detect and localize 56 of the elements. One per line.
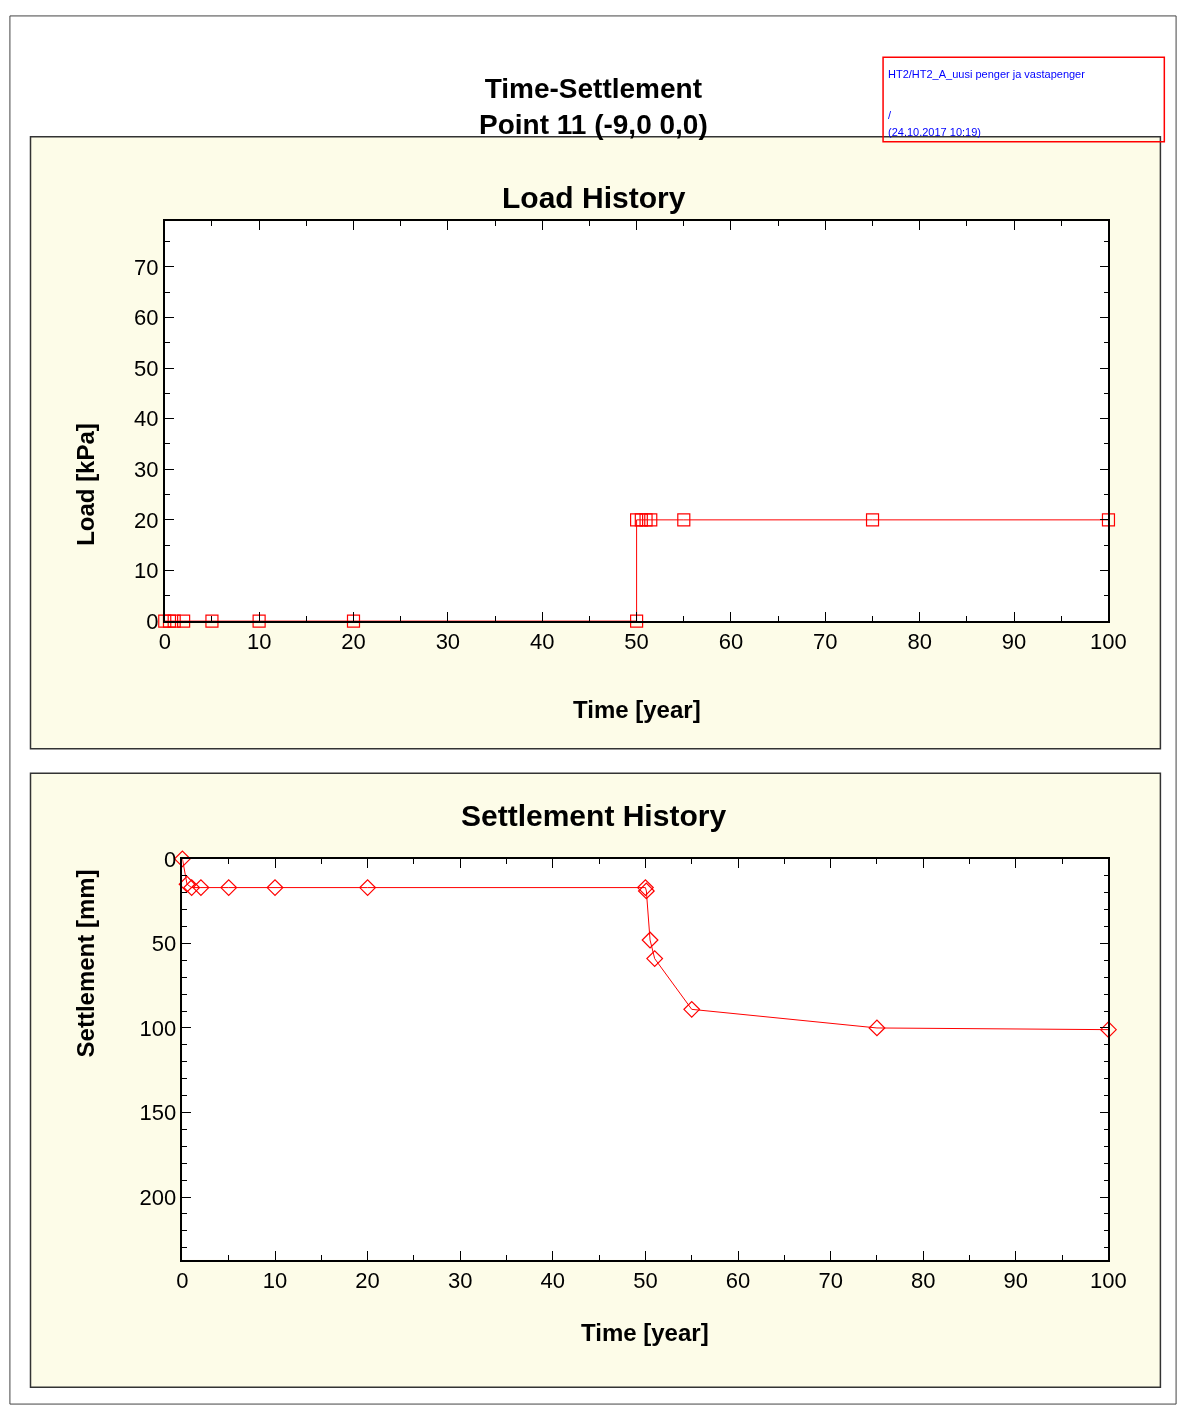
- x-tick-label: 50: [633, 1267, 658, 1293]
- x-tick-label: 20: [341, 629, 366, 655]
- y-tick-label: 50: [134, 355, 159, 381]
- x-tick-label: 90: [1003, 1267, 1029, 1293]
- point: [192, 879, 210, 896]
- x-tick-label: 10: [246, 629, 272, 655]
- point: [683, 1000, 701, 1018]
- x-tick-label: 100: [1090, 1267, 1127, 1293]
- point: [1100, 1021, 1117, 1039]
- y-axis-title: Settlement [mm]: [71, 869, 99, 1058]
- y-tick-label: 50: [151, 931, 177, 957]
- x-tick-label: 90: [1001, 629, 1027, 655]
- x-tick-label: 60: [725, 1267, 751, 1293]
- point: [646, 950, 664, 968]
- y-tick-label: 0: [146, 608, 159, 634]
- x-tick-label: 30: [435, 629, 461, 655]
- text: (24.10.2017 10:19): [888, 126, 981, 138]
- text: HT2/HT2_A_uusi penger ja vastapenger: [888, 68, 1086, 80]
- point: [637, 882, 655, 900]
- y-tick-label: 100: [139, 1015, 177, 1041]
- y-tick-label: 30: [134, 456, 159, 482]
- x-tick-label: 50: [624, 629, 649, 655]
- x-tick-label: 10: [262, 1267, 288, 1293]
- y-tick-label: 40: [134, 406, 159, 432]
- x-tick-label: 40: [540, 1267, 566, 1293]
- x-tick-label: 40: [529, 629, 555, 655]
- point: [266, 879, 284, 896]
- point: [220, 879, 238, 896]
- x-axis-title: Time [year]: [581, 1319, 709, 1346]
- point: [637, 879, 654, 896]
- x-tick-label: 70: [818, 1267, 843, 1293]
- x-tick-label: 30: [447, 1267, 473, 1293]
- y-tick-label: 150: [139, 1100, 177, 1126]
- text: /: [888, 109, 892, 121]
- y-tick-label: 60: [134, 305, 159, 331]
- point: [868, 1019, 886, 1037]
- y-tick-label: 10: [134, 558, 159, 584]
- x-tick-label: 80: [911, 1267, 936, 1293]
- point: [641, 931, 659, 949]
- point: [178, 875, 196, 893]
- y-tick-label: 0: [163, 846, 177, 872]
- x-tick-label: 70: [813, 629, 838, 655]
- chart-title: Time-Settlement Point 11 (-9,0 0,0): [479, 73, 708, 141]
- y-axis-title: Load [kPa]: [71, 423, 99, 546]
- x-tick-label: 80: [907, 629, 932, 655]
- chart-subtitle: Load History: [502, 181, 686, 214]
- x-axis-title: Time [year]: [573, 696, 701, 723]
- y-tick-label: 200: [139, 1184, 177, 1210]
- point: [359, 879, 376, 896]
- chart-title: Settlement History: [461, 799, 727, 832]
- y-tick-label: 20: [134, 507, 159, 533]
- x-tick-label: 60: [718, 629, 744, 655]
- y-tick-label: 70: [134, 254, 159, 280]
- x-tick-label: 100: [1090, 629, 1127, 655]
- x-tick-label: 20: [355, 1267, 380, 1293]
- point: [183, 879, 201, 896]
